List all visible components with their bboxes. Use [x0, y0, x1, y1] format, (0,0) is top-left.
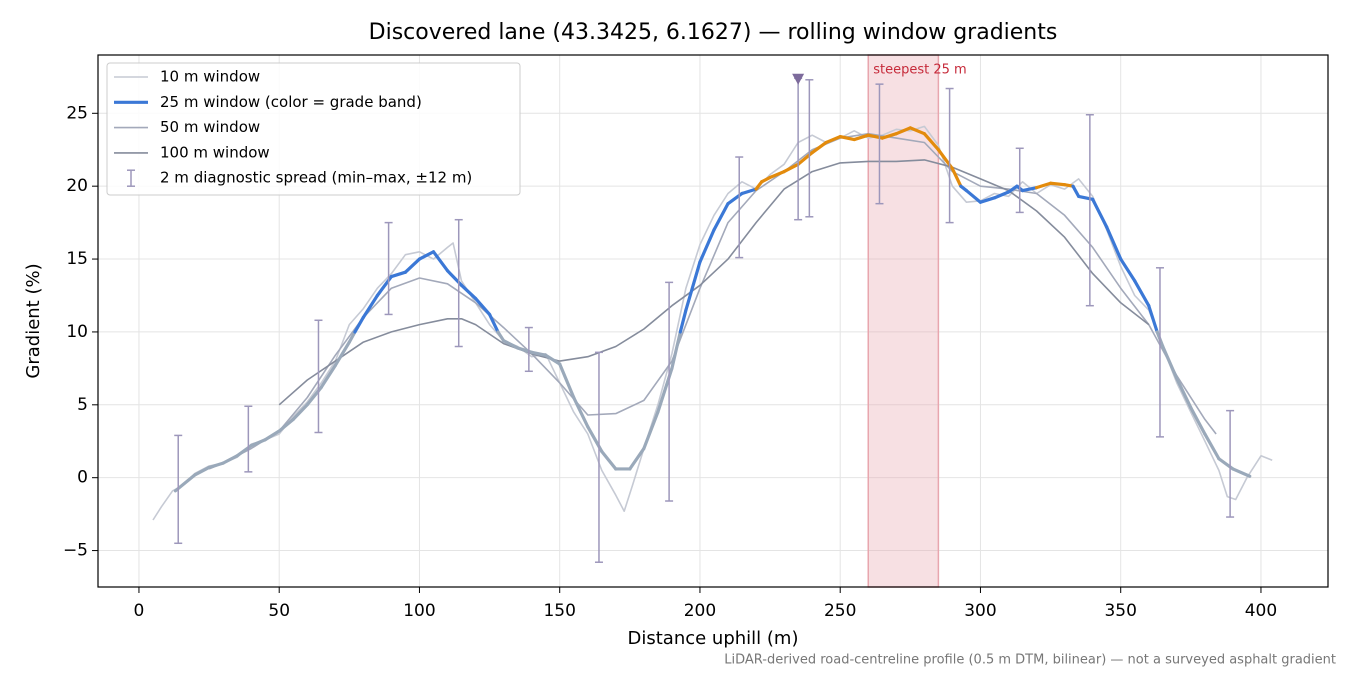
legend-label: 25 m window (color = grade band)	[160, 93, 422, 111]
line-segment	[1048, 181, 1067, 187]
line-segment	[389, 270, 408, 279]
line-segment	[502, 339, 520, 350]
legend-label: 100 m window	[160, 143, 270, 161]
line-segment	[978, 196, 997, 204]
line-segment	[459, 283, 478, 301]
line-segment	[333, 340, 351, 368]
line-segment	[712, 202, 730, 232]
y-tick-label: 5	[77, 395, 88, 415]
legend-label: 2 m diagnostic spread (min–max, ±12 m)	[160, 169, 472, 187]
line-segment	[277, 417, 295, 433]
line-segment	[572, 395, 590, 429]
line-segment	[1091, 197, 1109, 229]
line-segment	[908, 126, 926, 136]
line-segment	[880, 132, 898, 140]
line	[278, 159, 1150, 406]
highlight-label: steepest 25 m	[873, 63, 966, 78]
line-segment	[1147, 304, 1159, 334]
x-tick-label: 100	[403, 601, 435, 621]
line-segment	[1020, 186, 1039, 193]
line-segment	[670, 330, 682, 370]
line-segment	[353, 315, 365, 334]
legend: 10 m window 25 m window (color = grade ba…	[106, 62, 521, 196]
line-segment	[291, 403, 309, 421]
x-tick-label: 400	[1245, 601, 1277, 621]
line-segment	[1161, 344, 1179, 381]
line-segment	[263, 429, 281, 442]
line-segment	[782, 162, 800, 174]
line-segment	[530, 350, 548, 357]
line-segment	[810, 140, 828, 155]
line-segment	[768, 170, 786, 180]
x-axis-label: Distance uphill (m)	[628, 628, 799, 649]
line-segment	[642, 410, 660, 451]
line-segment	[417, 250, 436, 261]
line-segment	[852, 133, 870, 142]
line-segment	[431, 250, 450, 273]
line-segment	[600, 449, 618, 471]
y-tick-label: 0	[77, 468, 88, 488]
line-segment	[1175, 376, 1193, 410]
x-tick-label: 150	[543, 601, 575, 621]
line-segment	[1071, 184, 1081, 198]
x-tick-label: 200	[684, 601, 716, 621]
legend-label: 50 m window	[160, 118, 260, 136]
y-tick-label: 25	[66, 103, 88, 123]
line-segment	[678, 308, 688, 334]
peak-marker	[792, 73, 805, 85]
line-segment	[1006, 184, 1019, 194]
line-segment	[487, 312, 500, 334]
line-segment	[1034, 181, 1053, 190]
line-segment	[1133, 279, 1151, 308]
x-tick-label: 250	[824, 601, 856, 621]
line-segment	[964, 188, 983, 204]
line-segment	[1119, 257, 1137, 283]
line-segment	[628, 446, 646, 471]
y-tick-label: 20	[66, 176, 88, 196]
line-segment	[922, 132, 940, 152]
x-tick-label: 350	[1104, 601, 1136, 621]
line-segment	[1189, 406, 1207, 436]
line-segment	[193, 465, 211, 477]
line-segment	[992, 190, 1011, 200]
line-segment	[473, 296, 492, 317]
line-segment	[740, 187, 758, 196]
y-tick-label: −5	[63, 541, 88, 561]
x-tick-label: 0	[134, 601, 145, 621]
line-segment	[558, 362, 576, 400]
line-segment	[824, 135, 842, 145]
plot-frame	[97, 54, 1329, 588]
line-segment	[1231, 467, 1252, 478]
y-axis-label: Gradient (%)	[23, 263, 44, 378]
y-tick-label: 15	[66, 249, 88, 269]
line-segment	[207, 461, 225, 470]
y-tick-label: 10	[66, 322, 88, 342]
line-segment	[544, 353, 562, 366]
line-segment	[319, 363, 337, 389]
line-segment	[1203, 432, 1221, 461]
line-segment	[684, 260, 702, 312]
x-tick-label: 300	[964, 601, 996, 621]
line-segment	[838, 135, 856, 142]
footnote: LiDAR-derived road-centreline profile (0…	[724, 653, 1336, 668]
line-segment	[249, 438, 267, 448]
line-segment	[950, 167, 963, 188]
line-segment	[221, 454, 239, 465]
chart-title: Discovered lane (43.3425, 6.1627) — roll…	[369, 20, 1058, 45]
line-segment	[698, 228, 716, 264]
line-segment	[1105, 225, 1123, 261]
line-segment	[361, 293, 379, 319]
line-segment	[403, 257, 422, 274]
line-segment	[894, 126, 912, 136]
legend-label: 10 m window	[160, 68, 260, 86]
line-segment	[347, 330, 357, 344]
x-tick-label: 50	[268, 601, 290, 621]
line-segment	[496, 330, 506, 343]
legend-box	[106, 62, 521, 196]
